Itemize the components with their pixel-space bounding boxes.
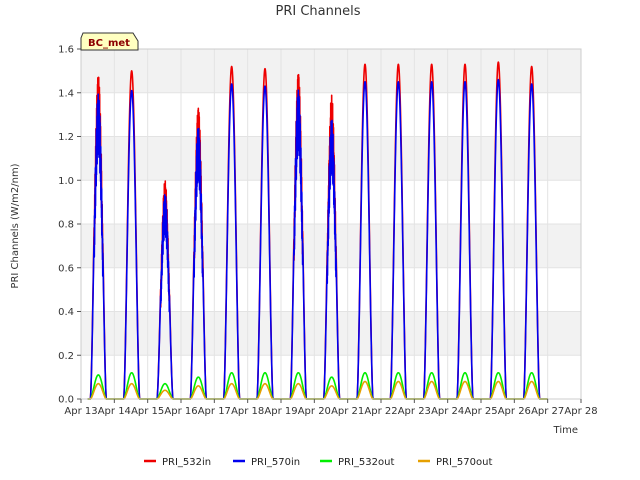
legend: PRI_532in PRI_570in PRI_532out PRI_570out <box>144 457 492 468</box>
legend-item-pri-570in: PRI_570in <box>233 457 300 468</box>
x-tick-label: Apr 20 <box>298 406 331 417</box>
x-axis-ticks: Apr 13 Apr 14 Apr 15 Apr 16 Apr 17 Apr 18 Apr … <box>64 399 598 417</box>
background-band <box>81 311 581 356</box>
y-tick-label: 0.2 <box>58 351 74 362</box>
x-tick-label: Apr 23 <box>398 406 431 417</box>
background-band <box>81 49 581 93</box>
x-tick-label: Apr 28 <box>564 406 597 417</box>
x-tick-label: Apr 16 <box>164 406 197 417</box>
x-tick-label: Apr 13 <box>64 406 97 417</box>
x-tick-label: Apr 25 <box>464 406 497 417</box>
y-tick-label: 1.4 <box>58 88 74 99</box>
y-tick-label: 0.4 <box>58 307 74 318</box>
legend-label: PRI_532out <box>338 457 394 468</box>
x-tick-label: Apr 27 <box>531 406 564 417</box>
legend-item-pri-532in: PRI_532in <box>144 457 211 468</box>
y-axis-label: PRI Channels (W/m2/nm) <box>10 163 21 288</box>
x-tick-label: Apr 18 <box>231 406 264 417</box>
station-badge: BC_met <box>80 32 139 51</box>
y-tick-label: 0.6 <box>58 263 74 274</box>
legend-item-pri-532out: PRI_532out <box>320 457 394 468</box>
station-badge-label: BC_met <box>88 38 130 49</box>
x-tick-label: Apr 26 <box>498 406 531 417</box>
x-tick-label: Apr 21 <box>331 406 364 417</box>
x-tick-label: Apr 19 <box>264 406 297 417</box>
legend-item-pri-570out: PRI_570out <box>418 457 492 468</box>
x-axis-label: Time <box>553 425 578 436</box>
chart-title: PRI Channels <box>276 4 361 19</box>
y-tick-label: 0.0 <box>58 395 74 406</box>
y-tick-label: 0.8 <box>58 220 74 231</box>
y-tick-label: 1.2 <box>58 132 74 143</box>
y-tick-label: 1.0 <box>58 176 74 187</box>
x-tick-label: Apr 17 <box>198 406 231 417</box>
plot-background-bands <box>81 49 581 356</box>
station-badge-shape <box>80 32 139 51</box>
y-tick-label: 1.6 <box>58 45 74 56</box>
legend-label: PRI_532in <box>162 457 211 468</box>
x-tick-label: Apr 14 <box>98 406 131 417</box>
x-tick-label: Apr 24 <box>431 406 464 417</box>
background-band <box>81 224 581 268</box>
y-axis-ticks: 0.0 0.2 0.4 0.6 0.8 1.0 1.2 1.4 1.6 <box>58 45 81 406</box>
legend-label: PRI_570in <box>251 457 300 468</box>
x-tick-label: Apr 15 <box>131 406 164 417</box>
legend-label: PRI_570out <box>436 457 492 468</box>
x-tick-label: Apr 22 <box>364 406 397 417</box>
